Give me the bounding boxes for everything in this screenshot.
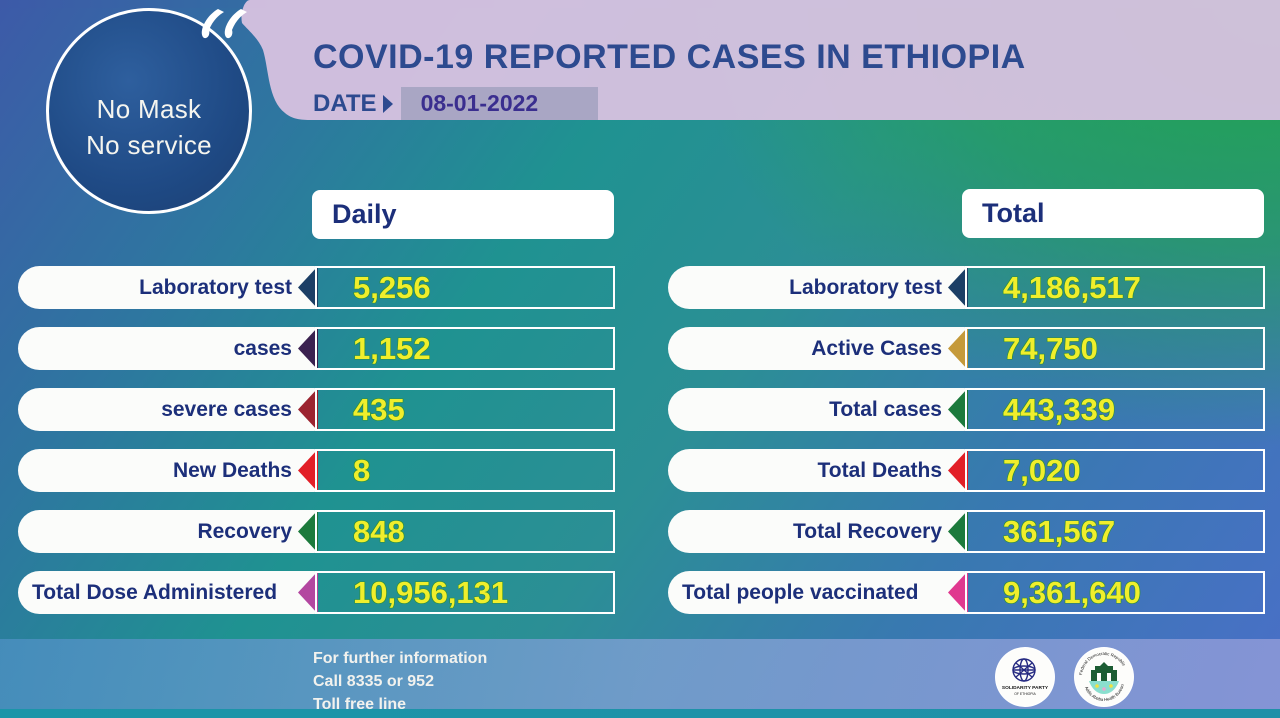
svg-text:SOLIDARITY PARTY: SOLIDARITY PARTY (1002, 685, 1049, 691)
svg-text:OF ETHIOPIA: OF ETHIOPIA (1014, 692, 1036, 696)
